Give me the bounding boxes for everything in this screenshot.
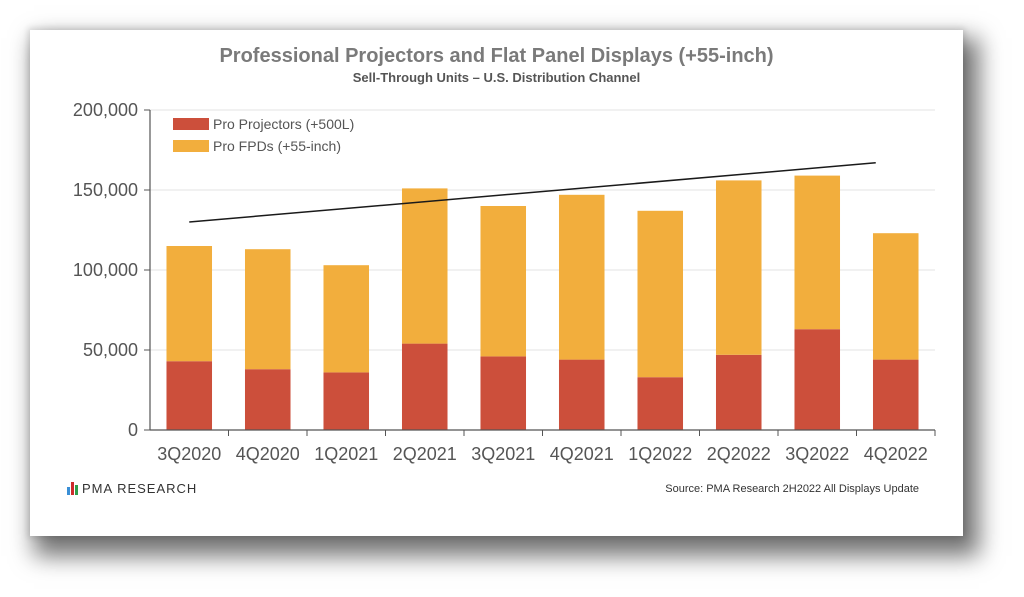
bar-pro-projectors xyxy=(558,359,605,430)
x-tick-label: 1Q2022 xyxy=(628,444,692,464)
x-tick-label: 1Q2021 xyxy=(314,444,378,464)
bar-pro-projectors xyxy=(480,356,527,430)
trendline xyxy=(189,162,876,223)
bar-pro-projectors xyxy=(166,361,213,430)
bar-pro-fpds xyxy=(558,194,605,360)
bar-pro-fpds xyxy=(166,246,213,362)
y-tick-label: 150,000 xyxy=(73,180,138,200)
legend: Pro Projectors (+500L) Pro FPDs (+55-inch… xyxy=(173,116,354,154)
source-note: Source: PMA Research 2H2022 All Displays… xyxy=(665,483,919,495)
bar-pro-fpds xyxy=(715,180,762,355)
x-tick-label: 4Q2021 xyxy=(550,444,614,464)
x-tick-label: 3Q2022 xyxy=(785,444,849,464)
legend-label: Pro FPDs (+55-inch) xyxy=(213,138,341,154)
bar-pro-fpds xyxy=(244,249,291,370)
y-tick-label: 100,000 xyxy=(73,260,138,280)
x-tick-label: 4Q2022 xyxy=(864,444,928,464)
bar-pro-fpds xyxy=(401,188,448,344)
chart-subtitle: Sell-Through Units – U.S. Distribution C… xyxy=(352,70,641,85)
brand-bars-icon xyxy=(67,482,78,495)
bar-pro-projectors xyxy=(637,377,684,430)
x-tick-label: 4Q2020 xyxy=(236,444,300,464)
chart-card: Professional Projectors and Flat Panel D… xyxy=(30,30,963,536)
y-tick-label: 0 xyxy=(128,420,138,440)
bar-pro-fpds xyxy=(872,233,919,360)
bar-pro-projectors xyxy=(872,359,919,430)
bar-pro-projectors xyxy=(323,372,370,430)
brand-name: PMA RESEARCH xyxy=(82,481,198,496)
y-tick-label: 200,000 xyxy=(73,100,138,120)
trendline-group xyxy=(189,162,876,223)
brand-logo: PMA RESEARCH xyxy=(67,482,197,495)
stacked-bar-chart: 0 50,000 100,000 150,000 200,000 3Q2020 4Q2020… xyxy=(73,100,936,464)
legend-swatch xyxy=(173,140,209,152)
legend-swatch xyxy=(173,118,209,130)
x-tick-label: 3Q2021 xyxy=(471,444,535,464)
axes: 0 50,000 100,000 150,000 200,000 3Q2020 4Q2020… xyxy=(73,100,936,464)
bar-pro-projectors xyxy=(794,329,841,430)
legend-label: Pro Projectors (+500L) xyxy=(213,116,354,132)
x-tick-label: 3Q2020 xyxy=(157,444,221,464)
bar-pro-fpds xyxy=(637,210,684,378)
bar-pro-fpds xyxy=(323,265,370,373)
bar-pro-projectors xyxy=(401,343,448,430)
bar-pro-fpds xyxy=(794,175,841,330)
chart-title: Professional Projectors and Flat Panel D… xyxy=(219,45,774,67)
bar-pro-fpds xyxy=(480,206,527,357)
x-tick-label: 2Q2022 xyxy=(707,444,771,464)
bars xyxy=(166,175,919,430)
bar-pro-projectors xyxy=(244,369,291,430)
y-tick-label: 50,000 xyxy=(83,340,138,360)
x-tick-label: 2Q2021 xyxy=(393,444,457,464)
bar-pro-projectors xyxy=(715,354,762,430)
